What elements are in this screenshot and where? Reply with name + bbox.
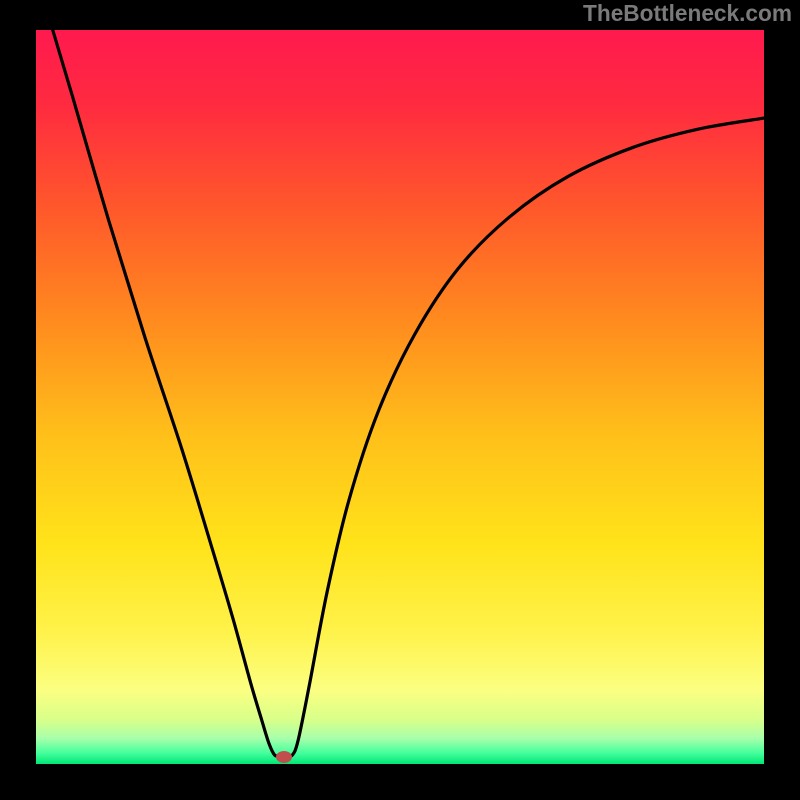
curve-minimum-marker xyxy=(276,751,292,763)
plot-area xyxy=(36,30,764,764)
attribution-label: TheBottleneck.com xyxy=(583,0,792,27)
chart-stage: TheBottleneck.com xyxy=(0,0,800,800)
curve-path xyxy=(36,0,764,756)
bottleneck-curve xyxy=(36,30,764,764)
